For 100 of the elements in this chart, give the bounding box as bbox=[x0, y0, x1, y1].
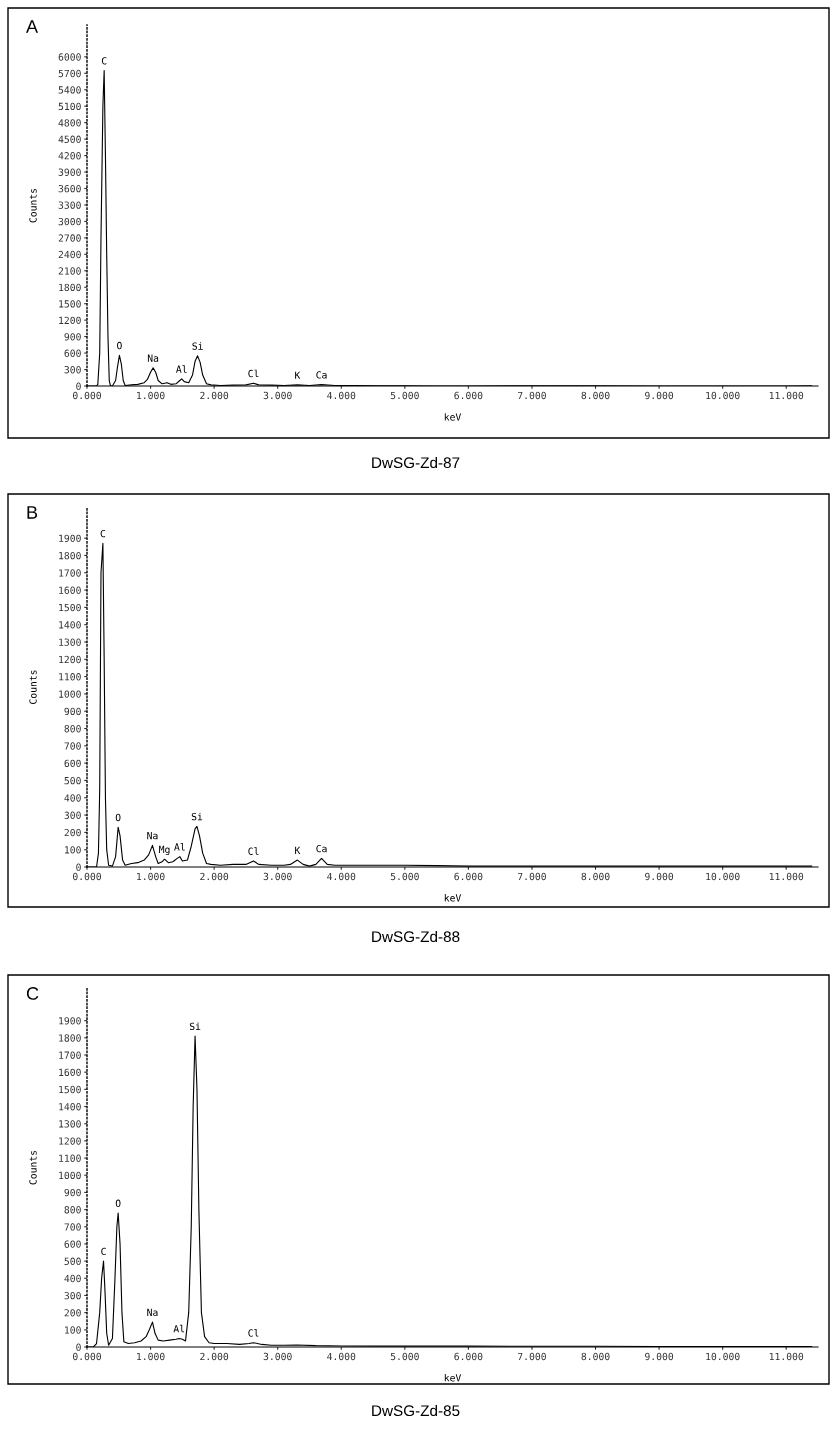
x-axis-title: keV bbox=[444, 894, 462, 902]
y-tick-label: 0 bbox=[76, 863, 81, 871]
y-tick-label: 1500 bbox=[59, 1085, 81, 1094]
x-tick-label: 1.000 bbox=[137, 872, 165, 881]
text: DwSG-Zd-88 bbox=[372, 930, 460, 943]
annotation: O bbox=[117, 341, 122, 350]
y-tick-label: 1600 bbox=[59, 1068, 81, 1077]
y-tick-label: 5400 bbox=[58, 86, 81, 94]
y-tick-label: 2700 bbox=[58, 234, 81, 242]
y-tick-label: 5100 bbox=[58, 102, 81, 111]
y-tick-label: 1000 bbox=[59, 690, 81, 698]
annotation: O bbox=[115, 813, 121, 822]
text: DwSG-Zd-85 bbox=[372, 1404, 460, 1417]
y-tick-label: 1500 bbox=[59, 603, 81, 612]
y-tick-label: 300 bbox=[64, 366, 81, 374]
annotation: K bbox=[295, 846, 301, 854]
y-tick-label: 1100 bbox=[59, 1154, 81, 1162]
x-tick-label: 1.000 bbox=[137, 1352, 165, 1361]
y-tick-label: 2400 bbox=[58, 250, 81, 259]
annotation: Si bbox=[189, 1022, 201, 1031]
annotation: Na bbox=[147, 1308, 158, 1317]
x-tick-label: 10.000 bbox=[706, 1352, 740, 1361]
x-tick-label: 3.000 bbox=[263, 872, 292, 881]
annotation: K bbox=[295, 371, 301, 379]
y-tick-label: 500 bbox=[64, 776, 81, 785]
y-tick-label: 200 bbox=[64, 828, 81, 837]
y-tick-label: 3900 bbox=[58, 168, 81, 176]
x-tick-label: 11.000 bbox=[769, 1352, 804, 1361]
y-tick-label: 100 bbox=[65, 846, 81, 854]
y-tick-label: 4200 bbox=[58, 152, 81, 160]
x-tick-label: 2.000 bbox=[200, 1352, 229, 1361]
y-tick-label: 0 bbox=[76, 382, 81, 390]
y-tick-label: 1700 bbox=[59, 1051, 81, 1059]
annotation: C bbox=[101, 57, 107, 65]
x-tick-label: 7.000 bbox=[517, 391, 546, 400]
y-tick-label: 400 bbox=[64, 1274, 81, 1283]
y-tick-label: 400 bbox=[64, 794, 81, 802]
x-tick-label: 8.000 bbox=[581, 872, 610, 881]
y-tick-label: 0 bbox=[76, 1343, 81, 1351]
y-tick-label: 1400 bbox=[59, 1103, 81, 1111]
x-tick-label: 6.000 bbox=[454, 872, 483, 881]
y-tick-label: 5700 bbox=[58, 69, 81, 78]
annotation: O bbox=[115, 1199, 121, 1207]
y-tick-label: 1600 bbox=[59, 586, 81, 594]
x-tick-label: 3.000 bbox=[263, 391, 292, 400]
y-tick-label: 1800 bbox=[59, 1034, 81, 1042]
y-tick-label: 3600 bbox=[58, 185, 81, 193]
x-tick-label: 0.000 bbox=[73, 391, 101, 400]
y-tick-label: 700 bbox=[64, 742, 81, 750]
y-tick-label: 4800 bbox=[58, 119, 81, 127]
x-tick-label: 1.000 bbox=[137, 391, 165, 400]
y-tick-label: 700 bbox=[64, 1223, 81, 1231]
y-tick-label: 6000 bbox=[58, 53, 81, 61]
y-axis-title: Counts bbox=[29, 1150, 37, 1185]
y-tick-label: 500 bbox=[64, 1257, 81, 1265]
annotation: Cl bbox=[248, 369, 259, 378]
annotation: Si bbox=[191, 812, 203, 821]
x-tick-label: 9.000 bbox=[645, 872, 674, 881]
y-tick-label: 1200 bbox=[59, 316, 81, 325]
x-tick-label: 11.000 bbox=[769, 872, 804, 881]
y-tick-label: 1100 bbox=[59, 673, 81, 681]
x-tick-label: 5.000 bbox=[390, 391, 419, 400]
y-tick-label: 3000 bbox=[58, 217, 81, 226]
annotation: Al bbox=[173, 1324, 185, 1333]
annotation: Al bbox=[176, 365, 187, 373]
x-tick-label: 11.000 bbox=[769, 391, 804, 400]
y-tick-label: 2100 bbox=[58, 267, 81, 275]
x-tick-label: 2.000 bbox=[200, 872, 229, 881]
x-tick-label: 8.000 bbox=[581, 391, 610, 400]
annotation: Al bbox=[174, 842, 185, 851]
y-tick-label: 1700 bbox=[59, 569, 81, 577]
chart-title: A bbox=[26, 20, 39, 33]
y-tick-label: 1200 bbox=[59, 655, 81, 664]
annotation: Si bbox=[192, 342, 203, 350]
y-tick-label: 100 bbox=[65, 1326, 81, 1334]
x-tick-label: 5.000 bbox=[390, 1352, 419, 1361]
y-tick-label: 600 bbox=[64, 759, 81, 768]
y-tick-label: 1800 bbox=[59, 551, 81, 560]
x-tick-label: 0.000 bbox=[73, 872, 101, 881]
y-tick-label: 300 bbox=[64, 1291, 81, 1300]
y-tick-label: 4500 bbox=[58, 135, 81, 143]
y-tick-label: 1300 bbox=[59, 1120, 81, 1128]
x-tick-label: 10.000 bbox=[706, 391, 740, 400]
annotation: Cl bbox=[248, 1329, 259, 1337]
y-tick-label: 800 bbox=[64, 1206, 81, 1214]
y-tick-label: 800 bbox=[64, 725, 81, 733]
annotation: Mg bbox=[159, 845, 170, 856]
x-tick-label: 10.000 bbox=[706, 872, 740, 881]
x-tick-label: 6.000 bbox=[454, 391, 483, 400]
y-tick-label: 300 bbox=[64, 811, 81, 819]
x-tick-label: 4.000 bbox=[327, 1352, 356, 1361]
y-tick-label: 1000 bbox=[59, 1171, 81, 1180]
annotation: Cl bbox=[248, 847, 259, 855]
chart-title: C bbox=[26, 987, 39, 1000]
x-axis-title: keV bbox=[444, 1373, 462, 1382]
x-tick-label: 7.000 bbox=[517, 872, 546, 881]
y-tick-label: 900 bbox=[64, 333, 81, 341]
y-tick-label: 600 bbox=[64, 1240, 81, 1248]
x-tick-label: 7.000 bbox=[517, 1352, 546, 1361]
y-tick-label: 600 bbox=[64, 349, 81, 357]
